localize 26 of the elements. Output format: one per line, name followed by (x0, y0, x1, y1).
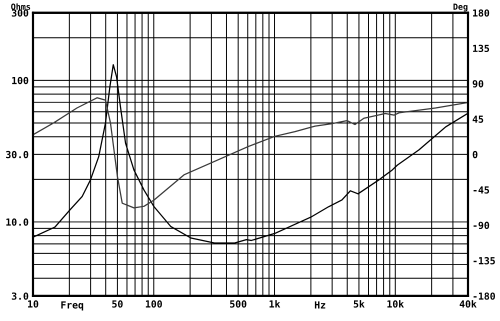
y-axis-title: Ohms (11, 3, 30, 10)
y-tick-label: 300 (12, 9, 28, 17)
x-tick-label: 5k (354, 300, 365, 308)
x-tick-label: 50 (112, 300, 123, 308)
y2-tick-label: 135 (473, 44, 490, 52)
y2-tick-label: 0 (472, 150, 478, 158)
y-tick-label: 3.0 (12, 292, 28, 300)
y-tick-label: 30.0 (6, 150, 28, 158)
y2-tick-label: -45 (474, 186, 490, 194)
y-tick-label: 10.0 (6, 218, 28, 226)
x-tick-label: 100 (146, 300, 162, 308)
y2-tick-label: -90 (474, 222, 490, 230)
y2-tick-label: 180 (473, 9, 490, 17)
y2-tick-label: 45 (472, 116, 484, 123)
x-tick-label: 500 (230, 300, 246, 308)
y2-tick-label: -180 (474, 292, 495, 300)
x-tick-label: 10k (387, 300, 404, 308)
x-tick-label: 10 (28, 300, 38, 308)
y-tick-label: 100 (12, 76, 28, 84)
y2-tick-label: 90 (472, 80, 484, 88)
y2-tick-label: -135 (474, 257, 495, 264)
x-axis-title: Freq (61, 301, 84, 310)
text: Hz (314, 301, 326, 308)
x-tick-label: 1k (270, 300, 280, 308)
x-tick-label: 40k (460, 300, 477, 308)
y2-axis-title: Deg (454, 4, 468, 12)
